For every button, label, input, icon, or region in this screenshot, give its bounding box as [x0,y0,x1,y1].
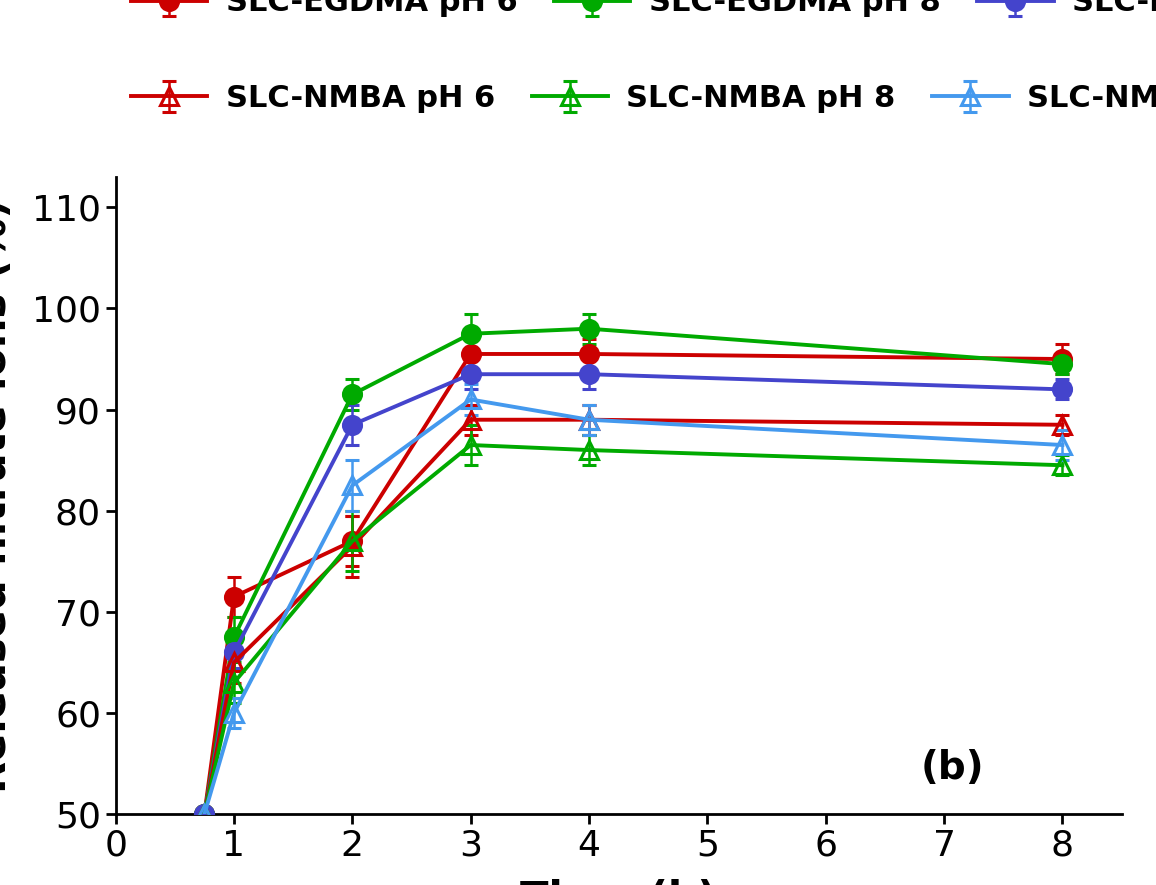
X-axis label: Time (h): Time (h) [520,880,717,885]
Y-axis label: Released nitrate ions (%): Released nitrate ions (%) [0,198,15,793]
Legend: SLC-NMBA pH 6, SLC-NMBA pH 8, SLC-NMBA pH 10: SLC-NMBA pH 6, SLC-NMBA pH 8, SLC-NMBA p… [131,84,1156,113]
Text: (b): (b) [920,749,984,787]
